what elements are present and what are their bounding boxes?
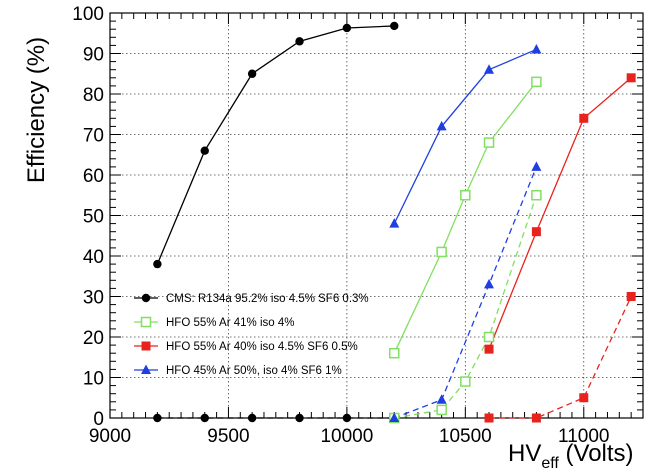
data-point — [460, 190, 471, 201]
data-point — [484, 344, 494, 354]
legend-marker — [140, 316, 152, 328]
x-tick-label: 10000 — [320, 426, 373, 447]
grid — [110, 13, 643, 418]
y-tick-label: 70 — [83, 126, 104, 147]
data-point — [200, 413, 209, 423]
x-axis-label-main: HV — [508, 440, 541, 467]
data-point — [342, 23, 352, 33]
y-axis-label: Efficiency (%) — [23, 37, 50, 183]
legend-label: HFO 45% Ar 50%, iso 4% SF6 1% — [166, 365, 342, 377]
x-axis-label-subscript: eff — [541, 455, 559, 472]
y-tick-label: 40 — [83, 247, 104, 268]
y-tick-label: 10 — [83, 369, 104, 390]
axis-ticks: 9000 9500 10000 10500 11000 0 10 20 30 40 50 60 70 80… — [72, 4, 644, 447]
data-point — [295, 413, 304, 423]
data-point — [531, 161, 542, 171]
legend-marker — [141, 364, 151, 374]
x-tick-label: 10500 — [439, 426, 492, 447]
data-point — [579, 113, 589, 123]
legend-marker — [141, 341, 151, 351]
y-tick-label: 100 — [72, 4, 104, 25]
data-point — [460, 376, 471, 387]
legend-label: HFO 55% Ar 41% iso 4% — [166, 317, 294, 329]
data-point — [483, 137, 495, 148]
data-point — [531, 413, 541, 423]
legend-label: CMS: R134a 95.2% iso 4.5% SF6 0.3% — [166, 293, 369, 305]
data-point — [389, 218, 400, 228]
legend: CMS: R134a 95.2% iso 4.5% SF6 0.3% HFO 55… — [134, 293, 369, 377]
y-tick-label: 20 — [83, 328, 104, 349]
data-point — [531, 227, 541, 237]
data-point — [200, 146, 209, 155]
data-point — [153, 413, 162, 423]
data-point — [436, 394, 447, 404]
data-point — [483, 331, 495, 343]
data-point — [626, 73, 636, 83]
data-point — [484, 278, 495, 289]
data-point — [484, 413, 494, 423]
data-point — [247, 413, 257, 423]
x-tick-label: 9500 — [207, 426, 249, 447]
series-layer — [153, 21, 636, 424]
x-axis-label-unit: (Volts) — [559, 440, 634, 467]
data-point — [531, 190, 542, 201]
data-point — [295, 37, 304, 46]
x-tick-label: 9000 — [89, 426, 131, 447]
series-line — [489, 296, 632, 419]
y-tick-label: 90 — [83, 45, 104, 66]
data-point — [389, 347, 400, 359]
x-axis-label: HVeff (Volts) — [508, 440, 634, 472]
data-point — [531, 43, 542, 54]
data-point — [484, 64, 495, 74]
legend-marker — [141, 293, 151, 303]
data-point — [389, 412, 400, 422]
data-point — [436, 404, 447, 416]
y-tick-label: 80 — [83, 85, 104, 106]
legend-label: HFO 55% Ar 40% iso 4.5% SF6 0.5% — [166, 341, 358, 353]
data-point — [247, 69, 257, 78]
data-point — [531, 76, 542, 88]
data-point — [436, 246, 447, 258]
y-tick-label: 30 — [83, 288, 104, 309]
data-point — [342, 413, 352, 423]
data-point — [390, 21, 399, 31]
series-line — [394, 166, 538, 419]
y-tick-label: 50 — [83, 207, 104, 228]
data-point — [579, 393, 589, 403]
series-line — [393, 48, 537, 224]
series-line — [488, 77, 632, 350]
x-tick-label: 11000 — [558, 426, 609, 447]
data-point — [626, 292, 636, 301]
y-tick-label: 0 — [93, 409, 104, 430]
y-tick-label: 60 — [83, 166, 104, 187]
series-line — [156, 25, 395, 265]
data-point — [436, 120, 447, 131]
data-point — [153, 259, 162, 269]
